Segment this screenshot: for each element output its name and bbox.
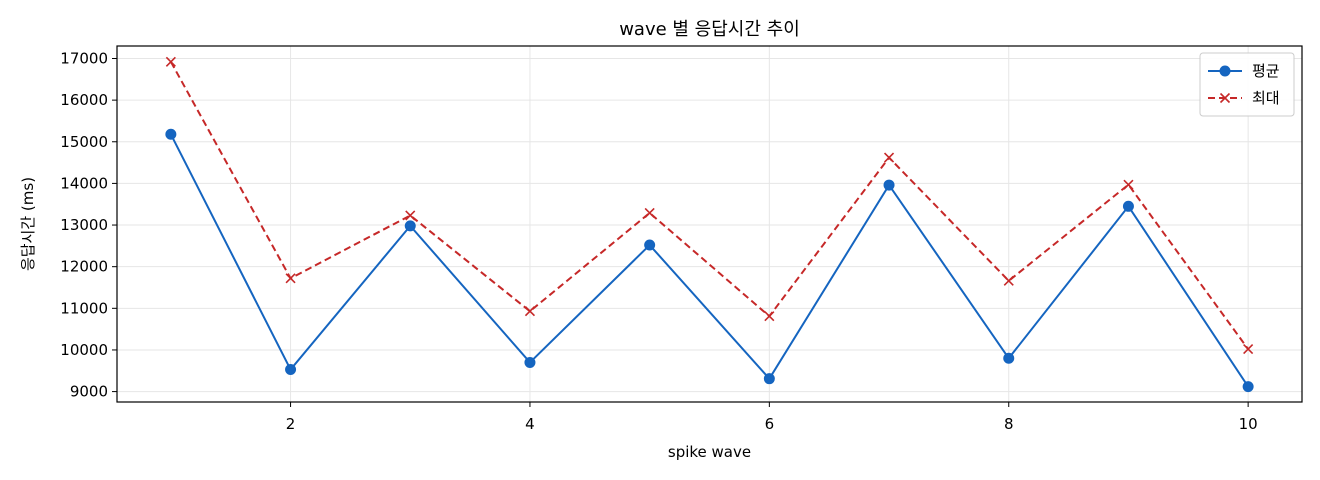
y-tick-label: 9000 — [70, 383, 108, 401]
x-marker-stroke — [405, 210, 416, 221]
x-marker-stroke — [524, 306, 536, 317]
plot-frame — [116, 45, 1303, 403]
x-axis-label: spike wave — [668, 443, 751, 461]
series-1-point — [1242, 381, 1254, 393]
series-2-point — [883, 152, 895, 163]
series-2-point — [405, 210, 416, 221]
y-tick-label: 10000 — [60, 341, 108, 359]
series-1-point — [883, 179, 895, 191]
series-2-point — [1123, 179, 1134, 190]
chart-title: wave 별 응답시간 추이 — [619, 19, 800, 40]
y-tick-label: 12000 — [60, 258, 108, 276]
legend-box — [1199, 52, 1295, 117]
x-marker-stroke — [764, 311, 775, 322]
series-2-point — [524, 306, 536, 317]
series-2-point — [165, 56, 176, 67]
series-2-point — [644, 207, 655, 219]
legend-marker-2 — [1219, 92, 1231, 104]
y-tick-label: 17000 — [60, 49, 108, 67]
y-tick-label: 11000 — [60, 299, 108, 317]
series-1-point — [763, 373, 775, 385]
y-tick-label: 15000 — [60, 133, 108, 151]
series-layer — [165, 56, 1254, 393]
legend-label-1: 평균 — [1252, 62, 1280, 80]
x-marker-stroke — [644, 207, 655, 219]
series-1-point — [165, 128, 177, 140]
x-marker-stroke — [285, 273, 296, 284]
series-1-point — [285, 364, 297, 376]
series-line-1 — [169, 133, 1249, 388]
x-marker-stroke — [1003, 275, 1014, 286]
series-1-point — [1122, 200, 1134, 212]
x-marker-stroke — [1123, 179, 1134, 190]
x-tick-label: 4 — [525, 415, 535, 433]
legend-label-2: 최대 — [1252, 89, 1280, 107]
series-2-point — [1243, 344, 1254, 355]
x-tick-label: 6 — [765, 415, 775, 433]
x-tick-label: 8 — [1004, 415, 1014, 433]
tick-layer: 2 4 6 8 10 9000 10000 11000 12000 13000 14000 15000… — [60, 49, 1257, 433]
y-axis-label: 응답시간 (ms) — [19, 177, 37, 271]
series-1-point — [404, 220, 416, 232]
series-2-point — [1003, 275, 1014, 286]
x-tick-label: 2 — [286, 415, 296, 433]
x-marker-stroke — [883, 152, 895, 163]
series-1-point — [644, 239, 656, 251]
y-tick-label: 14000 — [60, 174, 108, 192]
y-tick-label: 16000 — [60, 91, 108, 109]
x-marker-stroke — [1243, 344, 1254, 355]
series-1-point — [524, 356, 536, 368]
x-marker-stroke — [165, 56, 176, 67]
y-tick-label: 13000 — [60, 216, 108, 234]
x-tick-label: 10 — [1239, 415, 1258, 433]
series-2-point — [285, 273, 296, 284]
series-2-point — [764, 311, 775, 322]
series-1-point — [1003, 352, 1015, 364]
x-marker-stroke — [1219, 92, 1231, 104]
grid-layer — [117, 46, 1302, 402]
legend-marker-1 — [1219, 65, 1231, 77]
